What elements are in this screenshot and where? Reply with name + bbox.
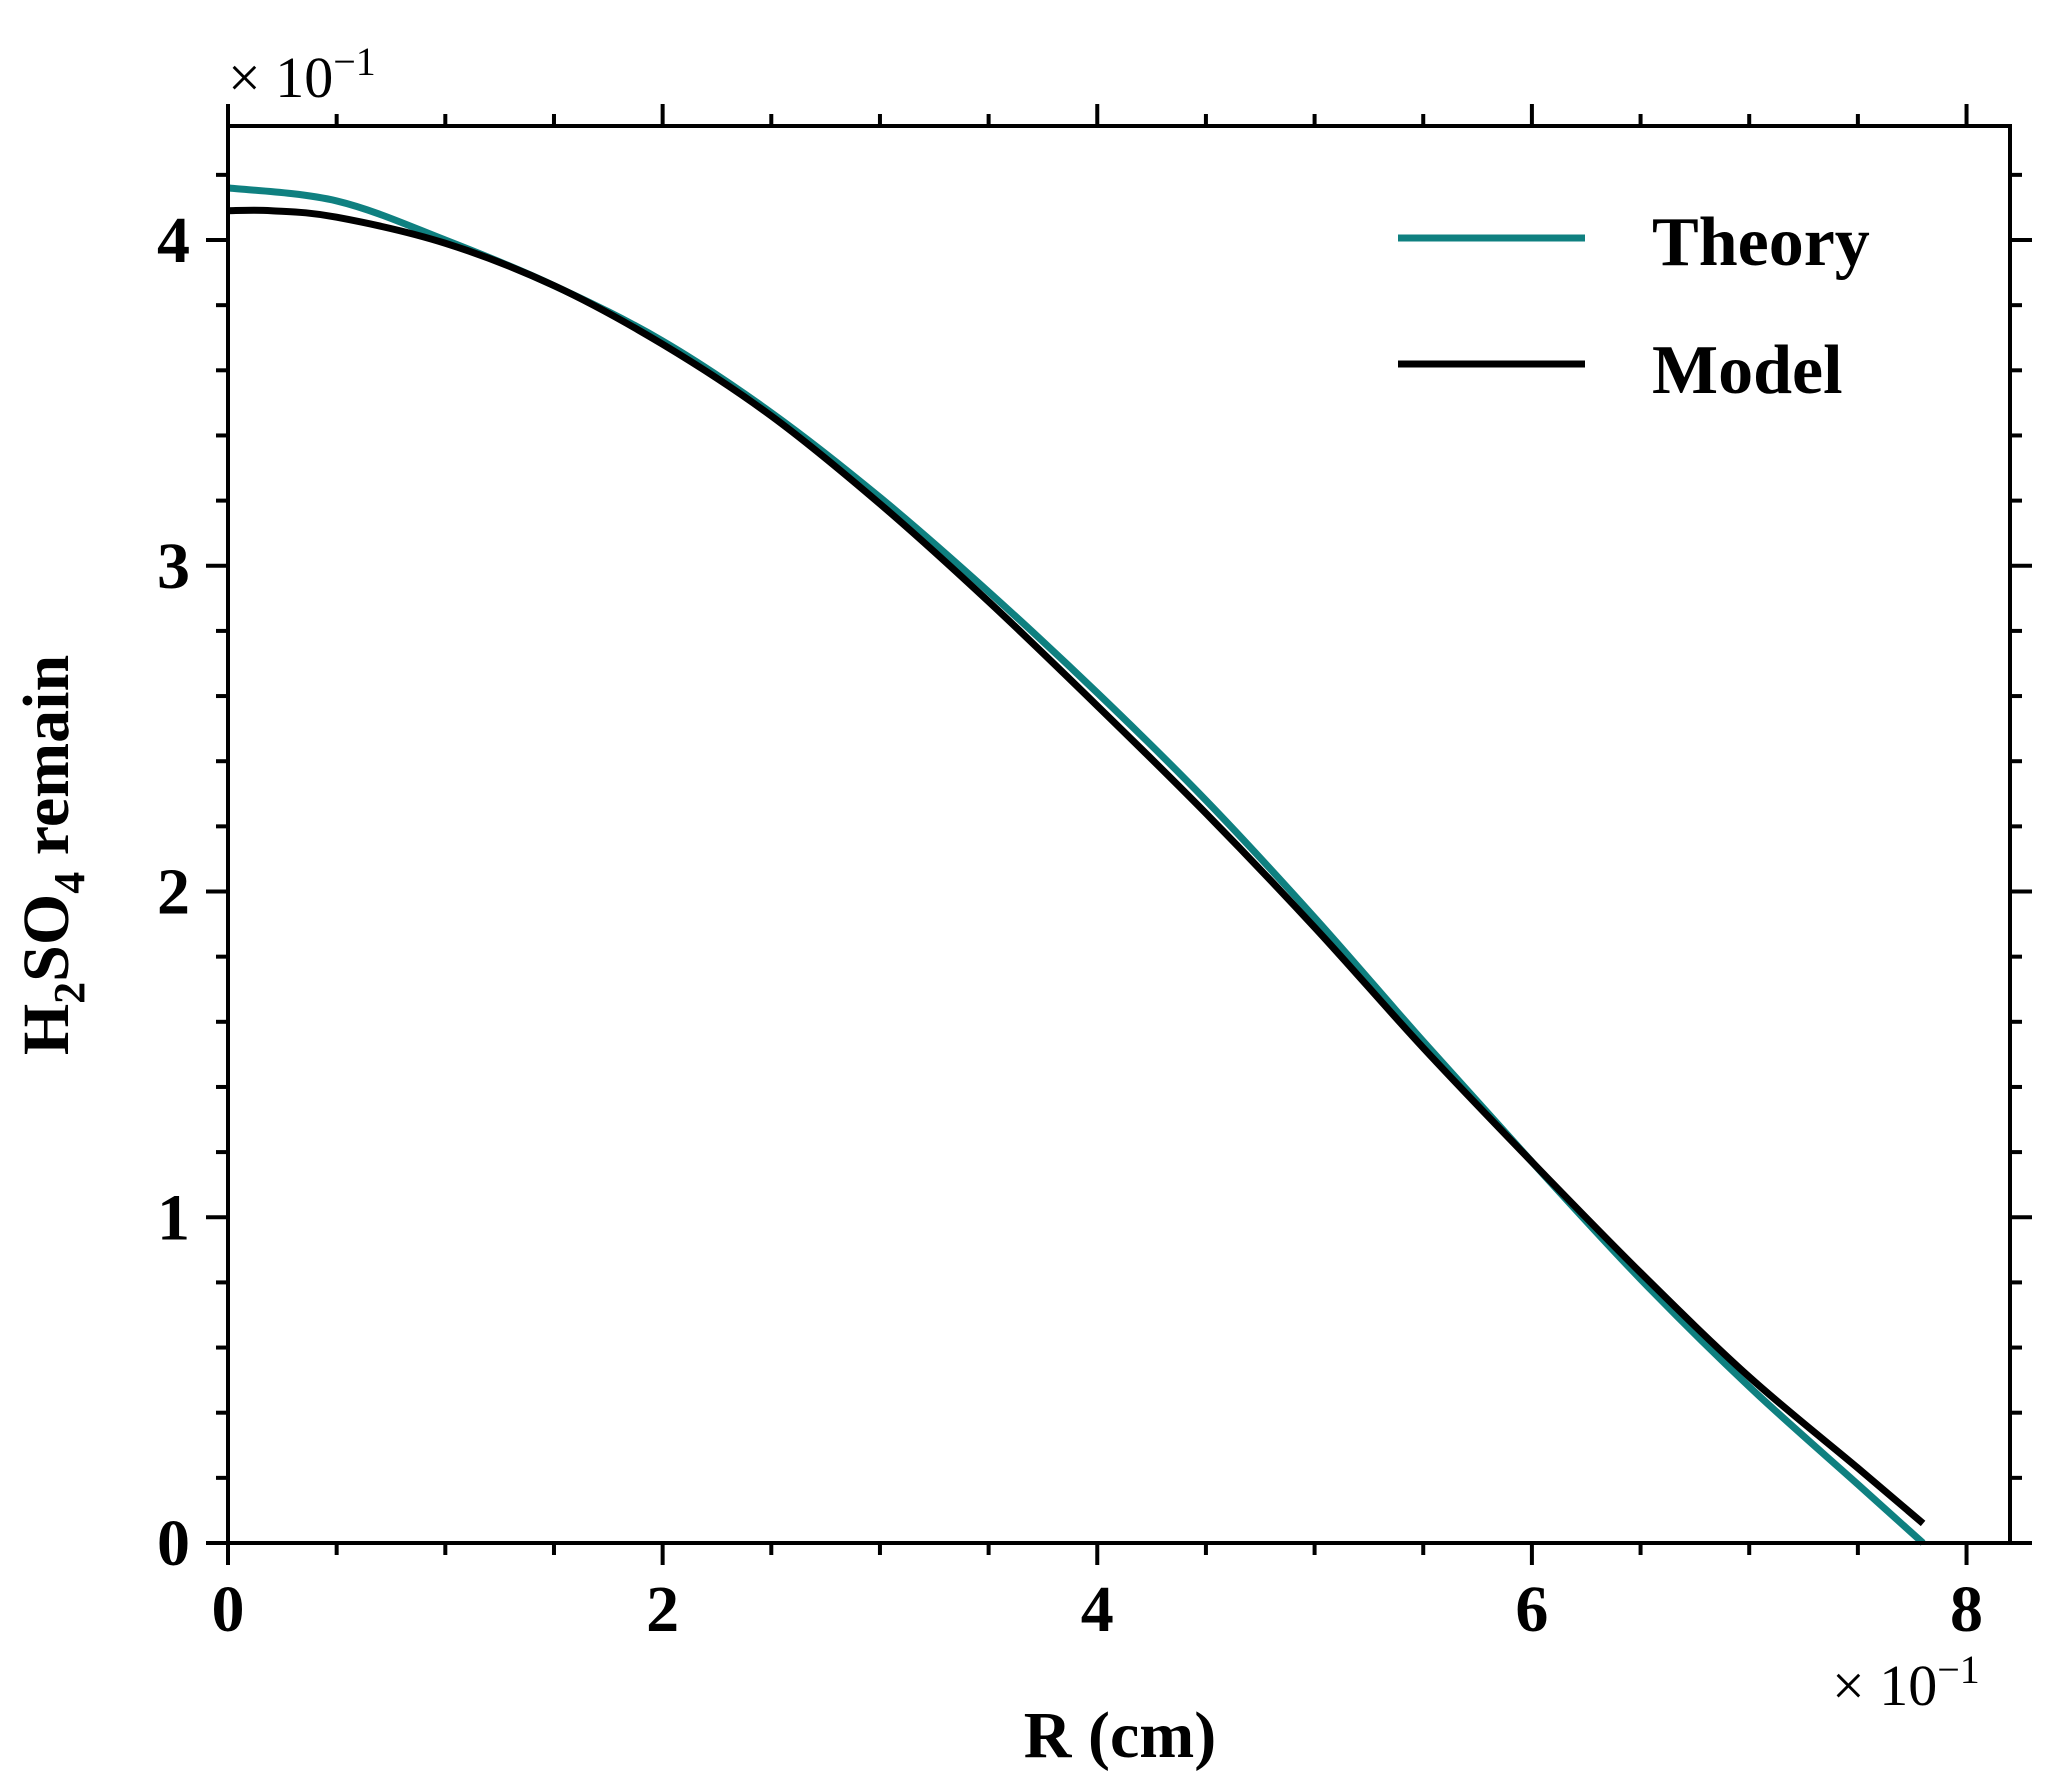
legend-label-model: Model [1652, 332, 1843, 409]
x-axis-label: R (cm) [1024, 1699, 1216, 1772]
y-multiplier: × 10−1 [228, 39, 376, 110]
y-tick-label: 1 [157, 1181, 190, 1254]
legend-label-theory: Theory [1652, 204, 1870, 281]
legend: Theory Model [1398, 204, 1870, 409]
y-tick-label: 2 [157, 856, 190, 929]
axis-ticks [206, 104, 2032, 1565]
y-tick-label: 0 [157, 1507, 190, 1580]
x-tick-label: 0 [212, 1573, 245, 1646]
tick-labels: 0 2 4 6 8 0 1 2 3 4 [157, 204, 1983, 1646]
x-tick-label: 4 [1081, 1573, 1114, 1646]
series-lines [227, 184, 1926, 1546]
y-tick-label: 3 [157, 530, 190, 603]
x-multiplier: × 10−1 [1832, 1647, 1980, 1718]
x-tick-label: 6 [1515, 1573, 1548, 1646]
plot-frame [226, 124, 2012, 1545]
series-line-model [227, 206, 1926, 1527]
y-axis-label: H2SO4 remain [10, 655, 94, 1055]
x-tick-label: 2 [646, 1573, 679, 1646]
y-tick-label: 4 [157, 204, 190, 277]
x-tick-label: 8 [1950, 1573, 1983, 1646]
